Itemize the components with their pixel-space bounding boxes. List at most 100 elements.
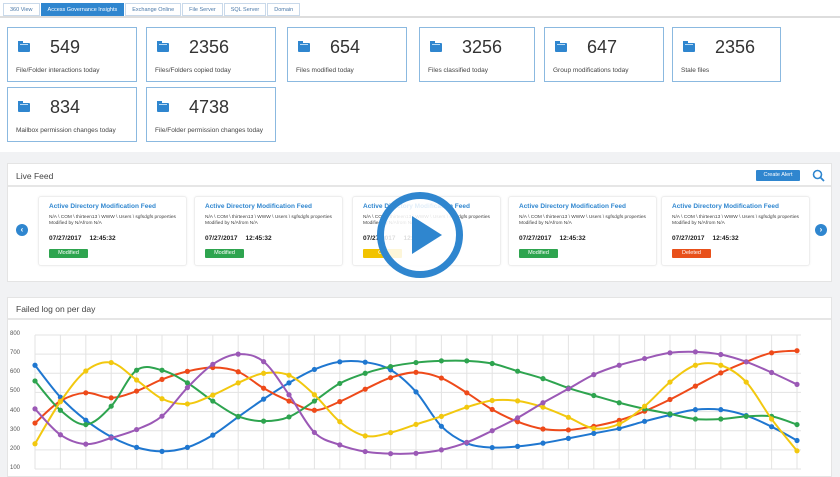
- data-point: [311, 407, 317, 413]
- stat-value: 2356: [189, 37, 230, 57]
- data-point: [718, 370, 724, 376]
- stat-card[interactable]: 549 File/Folder interactions today: [7, 27, 137, 82]
- data-point: [337, 399, 343, 405]
- data-point: [388, 363, 394, 370]
- stat-card[interactable]: 654 Files modified today: [287, 27, 407, 82]
- data-point: [83, 421, 89, 428]
- data-point: [438, 423, 444, 429]
- data-point: [57, 432, 64, 438]
- y-tick-label: 100: [10, 465, 21, 471]
- data-point: [616, 362, 622, 368]
- data-point: [388, 430, 394, 436]
- data-point: [159, 448, 165, 454]
- stat-card[interactable]: 4738 File/Folder permission changes today: [146, 87, 276, 142]
- data-point: [337, 442, 343, 448]
- data-point: [667, 379, 673, 385]
- tab-360-view[interactable]: 360 View: [3, 3, 40, 16]
- data-point: [718, 416, 724, 422]
- stat-card[interactable]: 3256 Files classified today: [419, 27, 535, 82]
- y-tick-label: 200: [10, 445, 21, 452]
- document-copy-icon: [156, 40, 170, 53]
- feed-title[interactable]: Active Directory Modification Feed: [519, 203, 626, 210]
- data-point: [235, 380, 241, 386]
- data-point: [667, 411, 673, 417]
- status-badge: Modified: [205, 249, 244, 258]
- data-point: [438, 375, 444, 381]
- feed-title[interactable]: Active Directory Modification Feed: [672, 203, 779, 210]
- feed-datetime: 07/27/2017 12:45:32: [672, 235, 739, 242]
- data-point: [286, 380, 292, 386]
- data-point: [57, 399, 64, 405]
- feed-datetime: 07/27/2017 12:45:32: [519, 235, 586, 242]
- data-point: [311, 366, 317, 373]
- data-point: [616, 421, 622, 427]
- data-point: [515, 368, 521, 374]
- data-point: [464, 404, 470, 410]
- data-point: [692, 383, 699, 389]
- data-point: [32, 406, 38, 412]
- feed-card[interactable]: Active Directory Modification Feed N/A \ …: [194, 196, 343, 266]
- tab-domain[interactable]: Domain: [267, 3, 301, 16]
- prev-arrow-button[interactable]: ‹: [16, 224, 28, 236]
- data-point: [337, 419, 343, 425]
- data-point: [286, 392, 292, 398]
- data-point: [362, 370, 368, 376]
- data-point: [718, 351, 724, 358]
- data-point: [159, 367, 165, 373]
- stat-value: 4738: [189, 97, 230, 117]
- data-point: [83, 390, 89, 396]
- data-point: [743, 413, 749, 419]
- feed-card[interactable]: Active Directory Modification Feed N/A \ …: [661, 196, 810, 266]
- stat-label: File/Folder interactions today: [16, 67, 100, 74]
- data-point: [718, 362, 724, 368]
- data-point: [464, 358, 470, 364]
- play-video-button[interactable]: [377, 192, 463, 278]
- data-point: [388, 451, 394, 457]
- data-point: [464, 439, 470, 445]
- data-point: [794, 348, 800, 354]
- data-point: [261, 370, 267, 376]
- stat-value: 3256: [462, 37, 503, 57]
- dashboard-header: 360 View Access Governance Insights Exchan…: [0, 0, 840, 152]
- data-point: [718, 407, 724, 413]
- data-point: [210, 432, 216, 438]
- search-icon[interactable]: [812, 169, 825, 182]
- tab-exchange-online[interactable]: Exchange Online: [125, 3, 182, 16]
- next-arrow-button[interactable]: ›: [815, 224, 827, 236]
- data-point: [32, 378, 38, 384]
- data-point: [743, 359, 749, 365]
- stat-card[interactable]: 2356 Stale files: [672, 27, 781, 82]
- data-point: [184, 401, 190, 407]
- stat-card[interactable]: 2356 Files/Folders copied today: [146, 27, 276, 82]
- feed-title[interactable]: Active Directory Modification Feed: [49, 203, 156, 210]
- stat-label: Files modified today: [296, 67, 354, 74]
- data-point: [489, 397, 495, 404]
- data-point: [489, 360, 495, 367]
- stat-label: Group modifications today: [553, 67, 629, 74]
- feed-time: 12:45:32: [559, 235, 586, 242]
- data-point: [337, 380, 343, 387]
- y-tick-label: 300: [10, 426, 21, 433]
- create-alert-button[interactable]: Create Alert: [756, 170, 800, 181]
- tab-access-governance-insights[interactable]: Access Governance Insights: [40, 3, 125, 16]
- stat-card[interactable]: 834 Mailbox permission changes today: [7, 87, 137, 142]
- data-point: [438, 358, 444, 364]
- data-point: [184, 444, 190, 450]
- mailbox-icon: [17, 100, 31, 113]
- data-point: [794, 381, 800, 387]
- data-point: [311, 392, 317, 398]
- tab-file-server[interactable]: File Server: [182, 3, 223, 16]
- data-point: [515, 419, 521, 425]
- data-point: [261, 385, 267, 391]
- tab-sql-server[interactable]: SQL Server: [223, 3, 267, 16]
- stat-card[interactable]: 647 Group modifications today: [544, 27, 664, 82]
- feed-card[interactable]: Active Directory Modification Feed N/A \ …: [508, 196, 657, 266]
- y-tick-label: 600: [10, 369, 21, 376]
- data-point: [667, 396, 673, 403]
- feed-title[interactable]: Active Directory Modification Feed: [205, 203, 312, 210]
- data-point: [159, 376, 165, 383]
- status-badge: Deleted: [672, 249, 711, 258]
- data-point: [184, 368, 190, 374]
- data-point: [794, 437, 800, 444]
- feed-card[interactable]: Active Directory Modification Feed N/A \ …: [38, 196, 187, 266]
